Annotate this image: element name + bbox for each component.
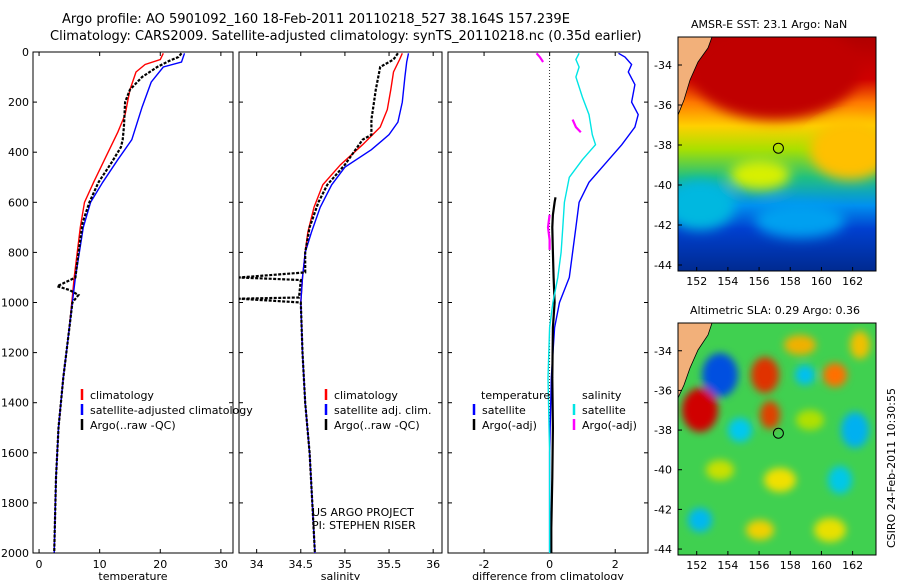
x-tick-label: 0 (36, 558, 43, 571)
map-x-tick-label: 162 (842, 275, 863, 288)
series-line-2 (238, 52, 399, 554)
x-tick-label: 20 (153, 558, 167, 571)
series-line-3 (535, 52, 545, 63)
x-tick-label: 30 (214, 558, 228, 571)
y-tick-label: 1000 (1, 297, 29, 310)
figure-title: Argo profile: AO 5901092_160 18-Feb-2011… (62, 12, 570, 27)
y-tick-label: 800 (8, 246, 29, 259)
series-line-2 (547, 52, 597, 553)
map-y-tick-label: -40 (654, 179, 672, 192)
series-line-2 (53, 52, 183, 554)
map-x-tick-label: 162 (842, 559, 863, 572)
map-x-tick-label: 158 (780, 559, 801, 572)
x-axis-label: salinity (321, 570, 361, 580)
series-line-1 (550, 197, 557, 553)
x-axis-label: difference from climatology (472, 570, 624, 580)
series-line-5 (546, 214, 551, 250)
argo-location-marker (772, 427, 784, 439)
profile-chart-2: 34 34.5 35 35.5 36 salinity climatology satelli… (238, 51, 443, 580)
map-y-tick-label: -44 (654, 543, 672, 556)
y-tick-label: 1600 (1, 447, 29, 460)
x-tick-label: 35.5 (377, 558, 402, 571)
legend-label: Argo(-adj) (582, 419, 637, 432)
y-tick-label: 1200 (1, 347, 29, 360)
y-tick-label: 600 (8, 196, 29, 209)
y-tick-label: 200 (8, 96, 29, 109)
x-tick-label: 36 (426, 558, 440, 571)
x-tick-label: 0 (546, 558, 553, 571)
x-tick-label: 35 (338, 558, 352, 571)
legend-label: Argo(..raw -QC) (334, 419, 420, 432)
map-y-tick-label: -38 (654, 139, 672, 152)
plot-frame (447, 51, 649, 554)
y-tick-label: 1400 (1, 397, 29, 410)
y-tick-label: 2000 (1, 547, 29, 560)
map-x-tick-label: 152 (686, 559, 707, 572)
sst-map: 152 154 156 158 160 162 -34 -36 -38 -40 -42 -44 (654, 36, 877, 288)
series-line-0 (300, 53, 403, 554)
legend-label: satellite adj. clim. (334, 404, 431, 417)
figure-subtitle: Climatology: CARS2009. Satellite-adjuste… (50, 29, 642, 44)
credit-block: US ARGO PROJECT PI: STEPHEN RISER (312, 506, 416, 532)
legend-label: climatology (90, 389, 154, 402)
y-tick-label: 0 (22, 46, 29, 59)
series-line-4 (571, 119, 582, 133)
map-x-tick-label: 156 (749, 559, 770, 572)
map-x-tick-label: 160 (811, 559, 832, 572)
legend-group-title: salinity (582, 389, 622, 402)
x-tick-label: 34.5 (289, 558, 314, 571)
map-y-tick-label: -34 (654, 345, 672, 358)
legend-label: climatology (334, 389, 398, 402)
sst-map-title: AMSR-E SST: 23.1 Argo: NaN (691, 18, 848, 31)
plot-frame (32, 51, 234, 554)
map-x-tick-label: 160 (811, 275, 832, 288)
argo-location-marker (772, 142, 784, 154)
series-line-0 (548, 52, 639, 553)
plot-frame (238, 51, 443, 554)
side-timestamp: CSIRO 24-Feb-2011 10:30:55 (885, 387, 898, 548)
map-x-tick-label: 158 (780, 275, 801, 288)
map-x-tick-label: 152 (686, 275, 707, 288)
map-y-tick-label: -42 (654, 503, 672, 516)
map-y-tick-label: -36 (654, 384, 672, 397)
legend-label: Argo(-adj) (482, 419, 537, 432)
sla-map-title: Altimetric SLA: 0.29 Argo: 0.36 (690, 304, 861, 317)
map-y-tick-label: -34 (654, 59, 672, 72)
y-tick-label: 400 (8, 146, 29, 159)
legend-label: satellite-adjusted climatology (90, 404, 253, 417)
map-x-tick-label: 154 (717, 275, 738, 288)
series-line-0 (53, 52, 164, 554)
y-tick-label: 1800 (1, 497, 29, 510)
legend-label: Argo(..raw -QC) (90, 419, 176, 432)
credit-line-1: US ARGO PROJECT (312, 506, 414, 519)
x-tick-label: -2 (479, 558, 490, 571)
profile-charts: 0 10 20 30temperature0200400600800100012001… (1, 46, 649, 580)
map-y-tick-label: -40 (654, 464, 672, 477)
x-tick-label: 2 (612, 558, 619, 571)
map-y-tick-label: -36 (654, 99, 672, 112)
legend-group-title: temperature (481, 389, 550, 402)
map-x-tick-label: 156 (749, 275, 770, 288)
credit-line-2: PI: STEPHEN RISER (312, 519, 416, 532)
map-y-tick-label: -44 (654, 259, 672, 272)
x-axis-label: temperature (98, 570, 167, 580)
profile-chart-1: 0 10 20 30 temperature 0 200 400 600 800 1000 1200 1… (1, 46, 253, 580)
legend-label: satellite (582, 404, 626, 417)
x-tick-label: 10 (93, 558, 107, 571)
series-line-1 (300, 53, 410, 554)
map-y-tick-label: -38 (654, 424, 672, 437)
map-x-tick-label: 154 (717, 559, 738, 572)
sla-map: 152 154 156 158 160 162 -34 -36 -38 -40 -42 -44 (654, 322, 877, 572)
x-tick-label: 34 (250, 558, 264, 571)
map-y-tick-label: -42 (654, 219, 672, 232)
legend-label: satellite (482, 404, 526, 417)
